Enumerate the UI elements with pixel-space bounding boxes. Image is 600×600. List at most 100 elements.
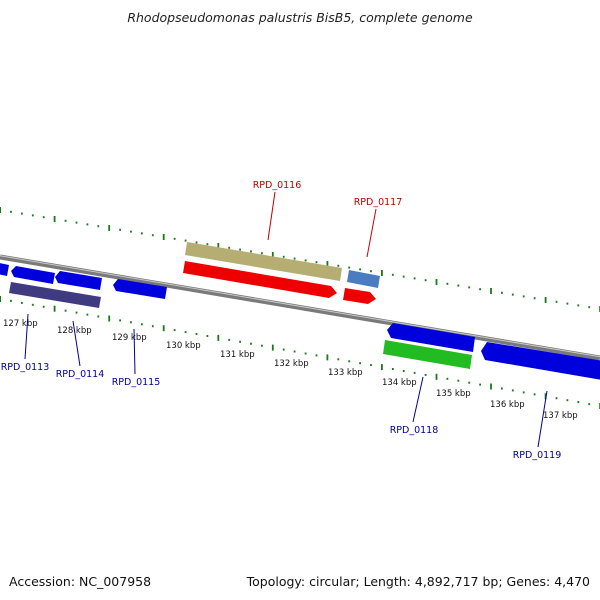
pseudo-gene-bar[interactable] <box>9 282 101 308</box>
leader-line <box>24 313 29 360</box>
minor-tick <box>141 323 143 326</box>
minor-tick <box>119 228 121 231</box>
minor-tick <box>555 300 558 303</box>
leader-line <box>412 376 424 423</box>
minor-tick <box>533 393 536 396</box>
minor-tick <box>413 371 416 374</box>
major-tick <box>217 243 220 249</box>
minor-tick <box>75 221 78 224</box>
minor-tick <box>501 387 503 390</box>
gene-labels: RPD_0116 RPD_0117 RPD_0113 RPD_0114 RPD_… <box>1 180 562 461</box>
minor-tick <box>370 364 372 367</box>
minor-tick <box>239 340 241 343</box>
gene-label-rpd-0118[interactable]: RPD_0118 <box>390 425 439 436</box>
tick-label: 135 kbp <box>436 389 471 399</box>
gene-label-rpd-0114[interactable]: RPD_0114 <box>56 369 105 380</box>
minor-tick <box>446 282 449 285</box>
major-tick <box>544 297 547 303</box>
forward-gene-arrow[interactable] <box>183 261 337 298</box>
minor-tick <box>511 293 514 296</box>
minor-tick <box>130 321 132 324</box>
minor-tick <box>228 246 231 249</box>
leader-line <box>133 328 136 375</box>
minor-tick <box>359 268 361 271</box>
gene-arrow-reverse[interactable] <box>113 279 167 299</box>
minor-tick <box>337 264 340 267</box>
gene-label-rpd-0116[interactable]: RPD_0116 <box>253 180 302 191</box>
minor-tick <box>261 252 263 255</box>
minor-tick <box>206 243 209 246</box>
minor-tick <box>282 255 285 258</box>
major-tick <box>53 305 56 312</box>
minor-tick <box>173 329 176 332</box>
leader-line <box>366 208 377 258</box>
minor-tick <box>413 277 416 280</box>
gene-arrow-reverse[interactable] <box>481 342 600 381</box>
feature-bar[interactable] <box>0 262 9 276</box>
tick-label: 129 kbp <box>112 333 147 343</box>
minor-tick <box>468 381 471 384</box>
minor-tick <box>42 216 45 219</box>
tick-label: 130 kbp <box>166 341 201 351</box>
minor-tick <box>588 403 591 406</box>
major-tick <box>381 364 383 371</box>
major-tick <box>108 225 111 231</box>
minor-tick <box>64 309 67 312</box>
tick-label: 131 kbp <box>220 350 255 360</box>
minor-tick <box>457 284 460 287</box>
minor-tick <box>64 219 67 222</box>
minor-tick <box>424 279 427 282</box>
major-tick <box>490 288 492 294</box>
minor-tick <box>588 306 591 309</box>
minor-tick <box>522 295 525 298</box>
minor-tick <box>566 399 569 402</box>
minor-tick <box>555 397 558 400</box>
minor-tick <box>31 303 34 306</box>
minor-tick <box>184 331 187 334</box>
gene-arrow-reverse[interactable] <box>55 271 102 290</box>
tick-label: 136 kbp <box>490 400 525 410</box>
minor-tick <box>304 259 307 262</box>
major-tick <box>435 279 438 285</box>
minor-tick <box>501 291 503 294</box>
gene-label-rpd-0119[interactable]: RPD_0119 <box>513 450 562 461</box>
minor-tick <box>348 266 351 269</box>
green-feature-bar[interactable] <box>383 340 472 369</box>
minor-tick <box>10 299 12 302</box>
minor-tick <box>359 362 361 365</box>
gene-arrow-reverse[interactable] <box>387 323 475 352</box>
minor-tick <box>250 342 252 345</box>
minor-tick <box>468 286 471 289</box>
minor-tick <box>337 358 340 361</box>
major-tick <box>271 344 274 351</box>
steelblue-feature-bar[interactable] <box>347 270 380 288</box>
minor-tick <box>31 214 34 217</box>
tick-label: 134 kbp <box>382 378 417 388</box>
minor-tick <box>479 383 481 386</box>
major-tick <box>381 270 383 276</box>
minor-tick <box>239 248 241 251</box>
minor-tick <box>151 325 154 328</box>
tick-label: 132 kbp <box>274 359 309 369</box>
minor-tick <box>261 344 263 347</box>
minor-tick <box>402 370 405 372</box>
major-tick <box>162 234 165 240</box>
minor-tick <box>42 305 45 308</box>
gene-label-rpd-0117[interactable]: RPD_0117 <box>354 197 403 208</box>
minor-tick <box>86 313 89 316</box>
outer-tick-track <box>0 207 600 312</box>
gene-label-rpd-0115[interactable]: RPD_0115 <box>112 377 161 388</box>
minor-tick <box>130 230 132 233</box>
minor-tick <box>315 261 318 264</box>
olive-feature-bar[interactable] <box>185 242 342 281</box>
leader-line <box>537 390 548 448</box>
minor-tick <box>479 288 481 291</box>
map-title: Rhodopseudomonas palustris BisB5, comple… <box>127 10 473 25</box>
gene-label-rpd-0113[interactable]: RPD_0113 <box>1 362 50 373</box>
major-tick <box>271 252 274 258</box>
minor-tick <box>391 273 394 276</box>
forward-gene-arrow[interactable] <box>343 288 376 304</box>
gene-arrow-reverse[interactable] <box>11 266 55 284</box>
genome-backbone <box>0 254 600 361</box>
